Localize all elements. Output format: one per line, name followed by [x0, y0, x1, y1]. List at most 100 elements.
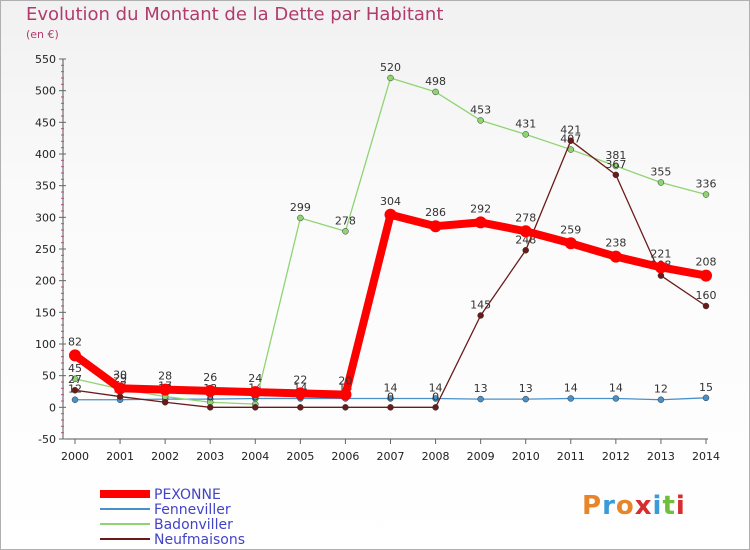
data-label: 145: [470, 299, 491, 312]
data-label: 22: [293, 373, 307, 386]
x-tick-label: 2001: [106, 450, 134, 463]
data-label: 82: [68, 335, 82, 348]
data-point: [522, 247, 529, 254]
data-label: 27: [68, 373, 82, 386]
chart-subtitle: (en €): [26, 28, 59, 41]
data-point: [702, 394, 710, 402]
series-badonviller: 45291785299278520498453431407381355336: [68, 61, 717, 408]
data-point: [432, 404, 439, 411]
y-tick-label: 500: [35, 85, 56, 98]
data-label: 355: [650, 166, 671, 179]
x-tick-label: 2006: [331, 450, 359, 463]
y-tick-label: 250: [35, 243, 56, 256]
y-tick-label: -50: [38, 433, 56, 446]
data-label: 45: [68, 362, 82, 375]
series-layer: 1212131314141414141313141412154529178529…: [68, 61, 717, 411]
y-tick-label: 200: [35, 275, 56, 288]
data-point: [654, 261, 667, 274]
x-tick-label: 2007: [377, 450, 405, 463]
data-point: [567, 395, 575, 402]
data-point: [702, 191, 710, 198]
x-tick-label: 2009: [467, 450, 495, 463]
data-label: 26: [203, 371, 217, 384]
data-point: [702, 302, 710, 310]
data-point: [609, 250, 622, 263]
y-tick-label: 150: [35, 306, 56, 319]
x-tick-label: 2004: [241, 450, 269, 463]
data-label: 208: [696, 256, 717, 269]
chart-title: Evolution du Montant de la Dette par Hab…: [26, 4, 444, 25]
data-point: [161, 399, 169, 406]
data-point: [114, 382, 127, 395]
data-point: [387, 395, 394, 402]
chart-axes: -500501001502002503003504004505005502000…: [35, 53, 720, 463]
data-label: 292: [470, 202, 491, 215]
data-label: 30: [113, 368, 127, 381]
data-point: [519, 225, 532, 238]
y-tick-label: 450: [35, 116, 56, 129]
data-point: [339, 388, 352, 401]
y-tick-label: 0: [49, 401, 56, 414]
data-label: 299: [290, 201, 311, 214]
data-point: [204, 384, 217, 397]
data-point: [477, 117, 484, 124]
legend-label: Fenneviller: [154, 502, 231, 518]
x-tick-label: 2010: [512, 450, 540, 463]
data-label: 453: [470, 103, 491, 116]
data-point: [387, 404, 394, 411]
data-label: 0: [387, 390, 394, 403]
y-tick-label: 50: [42, 370, 56, 383]
data-point: [612, 162, 620, 170]
data-point: [71, 386, 79, 394]
data-point: [294, 387, 307, 400]
data-label: 336: [696, 178, 717, 191]
data-point: [612, 171, 620, 179]
y-tick-label: 350: [35, 180, 56, 193]
data-point: [249, 386, 262, 399]
data-point: [432, 88, 439, 96]
y-tick-label: 400: [35, 148, 56, 161]
legend-label: Badonviller: [154, 517, 233, 533]
y-tick-label: 300: [35, 211, 56, 224]
data-point: [297, 214, 304, 222]
legend-label: PEXONNE: [154, 487, 221, 503]
x-tick-label: 2012: [602, 450, 630, 463]
data-label: 14: [609, 381, 623, 394]
x-tick-label: 2014: [692, 450, 720, 463]
x-tick-label: 2011: [557, 450, 585, 463]
y-tick-label: 550: [35, 53, 56, 66]
x-tick-label: 2003: [196, 450, 224, 463]
series-line: [74, 140, 707, 408]
x-tick-label: 2008: [422, 450, 450, 463]
data-label: 278: [335, 214, 356, 227]
proxiti-logo: Proxiti: [582, 491, 686, 521]
data-point: [474, 216, 487, 229]
data-point: [71, 396, 79, 403]
data-point: [387, 74, 394, 82]
data-label: 14: [384, 381, 398, 394]
data-label: 278: [515, 211, 536, 224]
data-point: [384, 208, 397, 221]
data-label: 304: [380, 195, 401, 208]
series-neufmaisons: 27178000000145248421367208160: [68, 124, 717, 411]
data-point: [657, 179, 665, 186]
data-label: 421: [560, 124, 581, 137]
data-point: [297, 404, 304, 411]
data-point: [612, 395, 620, 402]
data-label: 24: [248, 372, 262, 385]
data-point: [432, 395, 439, 402]
data-label: 20: [338, 375, 352, 388]
data-label: 12: [654, 383, 668, 396]
x-tick-label: 2000: [61, 450, 89, 463]
data-label: 381: [605, 149, 626, 162]
data-point: [657, 272, 665, 279]
data-point: [342, 228, 349, 235]
data-label: 13: [474, 382, 488, 395]
data-label: 14: [564, 381, 578, 394]
data-point: [477, 395, 484, 403]
y-tick-label: 100: [35, 338, 56, 351]
data-point: [252, 404, 259, 411]
data-point: [206, 404, 214, 411]
